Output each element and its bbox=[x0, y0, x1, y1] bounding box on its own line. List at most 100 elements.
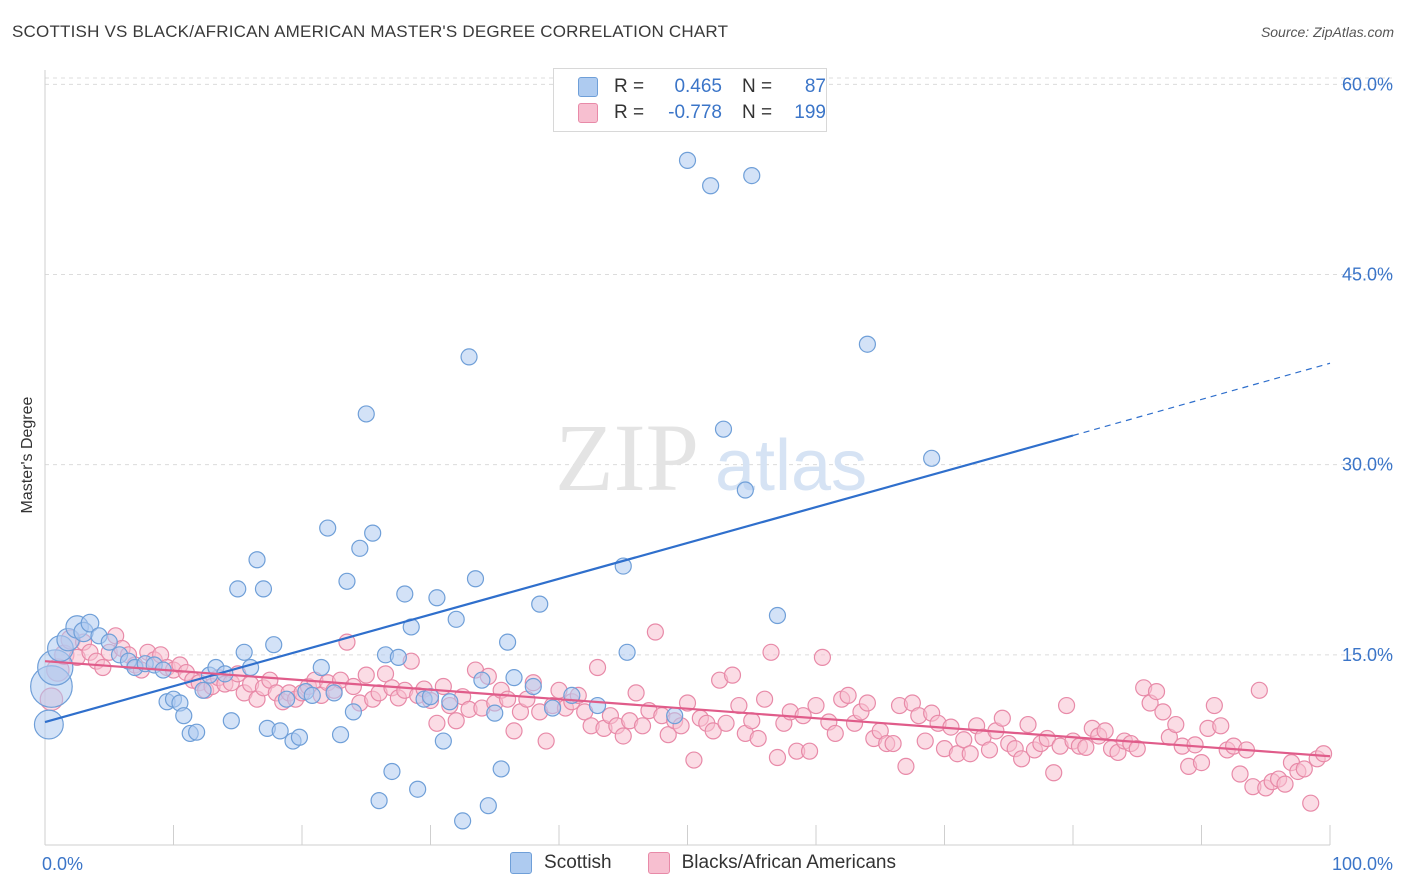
data-point bbox=[916, 732, 934, 750]
data-point bbox=[685, 751, 703, 769]
data-point bbox=[364, 524, 382, 542]
legend-n-label: N = bbox=[742, 102, 773, 123]
data-point bbox=[755, 690, 774, 708]
data-point bbox=[1276, 775, 1294, 793]
data-point bbox=[961, 745, 979, 763]
data-point bbox=[351, 539, 369, 557]
legend-item-black[interactable]: Blacks/African Americans bbox=[647, 852, 896, 874]
data-point bbox=[1096, 722, 1114, 740]
data-point bbox=[486, 704, 504, 722]
watermark: ZIP atlas bbox=[555, 404, 867, 511]
data-point bbox=[265, 636, 283, 654]
data-point bbox=[1302, 794, 1320, 812]
data-point bbox=[325, 684, 343, 702]
legend-swatch-scottish bbox=[578, 77, 598, 97]
data-point bbox=[813, 648, 832, 666]
legend-r-value: -0.778 bbox=[668, 102, 722, 123]
data-point bbox=[441, 693, 459, 711]
data-point bbox=[1205, 696, 1223, 715]
stats-legend: R = 0.465 N = 87 R = -0.778 N = 199 bbox=[553, 68, 827, 132]
data-point bbox=[1012, 750, 1031, 768]
data-point bbox=[466, 570, 485, 588]
data-point bbox=[537, 732, 555, 750]
data-point bbox=[1019, 715, 1037, 734]
data-point bbox=[1128, 740, 1146, 758]
data-point bbox=[614, 727, 632, 745]
y-tick-label: 15.0% bbox=[1342, 645, 1393, 665]
data-point bbox=[858, 335, 877, 353]
y-tick-label: 45.0% bbox=[1342, 264, 1393, 284]
data-point bbox=[543, 699, 562, 717]
legend-item-scottish[interactable]: Scottish bbox=[510, 852, 612, 874]
data-point bbox=[826, 724, 844, 743]
data-point bbox=[807, 696, 825, 715]
series-scottish bbox=[30, 151, 941, 830]
data-point bbox=[33, 709, 64, 740]
data-point bbox=[768, 748, 787, 767]
data-point bbox=[370, 792, 388, 810]
chart-title: SCOTTISH VS BLACK/AFRICAN AMERICAN MASTE… bbox=[12, 22, 729, 41]
legend-n-value: 199 bbox=[794, 102, 826, 123]
data-point bbox=[714, 420, 733, 438]
data-point bbox=[409, 780, 427, 798]
data-point bbox=[229, 580, 247, 598]
trend-line-black bbox=[44, 660, 1331, 758]
trend-lines bbox=[44, 362, 1331, 758]
data-point bbox=[271, 722, 289, 740]
data-point bbox=[743, 167, 761, 185]
data-point bbox=[428, 589, 446, 607]
data-point bbox=[175, 707, 193, 725]
x-tick-label: 0.0% bbox=[42, 854, 83, 874]
data-point bbox=[454, 812, 472, 830]
tick-labels: 15.0% 30.0% 45.0% 60.0% 0.0% 100.0% bbox=[42, 74, 1393, 874]
data-point bbox=[723, 666, 742, 684]
legend-label: Scottish bbox=[544, 852, 612, 873]
data-point bbox=[505, 669, 523, 687]
data-point bbox=[357, 405, 375, 423]
data-point bbox=[194, 681, 212, 699]
y-axis-label: Master's Degree bbox=[19, 396, 36, 514]
data-point bbox=[242, 658, 260, 677]
data-point bbox=[1314, 745, 1333, 763]
data-point bbox=[858, 694, 877, 712]
y-tick-label: 60.0% bbox=[1342, 74, 1393, 94]
data-point bbox=[357, 666, 375, 684]
data-point bbox=[993, 709, 1011, 727]
series-legend: Scottish Blacks/African Americans bbox=[0, 852, 1406, 874]
data-point bbox=[702, 177, 720, 195]
legend-r-label: R = bbox=[614, 76, 645, 97]
data-point bbox=[704, 722, 722, 740]
data-point bbox=[955, 731, 973, 749]
legend-label: Blacks/African Americans bbox=[681, 852, 896, 873]
data-point bbox=[434, 732, 452, 750]
data-point bbox=[235, 643, 253, 661]
legend-r-label: R = bbox=[614, 102, 645, 123]
data-point bbox=[678, 151, 697, 169]
legend-row-black: R = -0.778 N = 199 bbox=[578, 100, 826, 126]
data-point bbox=[646, 623, 664, 641]
data-point bbox=[505, 722, 523, 740]
data-point bbox=[1295, 760, 1313, 778]
data-point bbox=[633, 717, 652, 735]
data-point bbox=[618, 643, 636, 661]
data-point bbox=[666, 707, 684, 725]
legend-swatch-black bbox=[578, 103, 598, 123]
data-point bbox=[749, 729, 767, 748]
data-point bbox=[1045, 764, 1063, 782]
data-point bbox=[383, 762, 401, 781]
data-point bbox=[717, 714, 735, 732]
data-point bbox=[396, 585, 414, 603]
data-point bbox=[1231, 765, 1249, 783]
data-point bbox=[428, 714, 446, 732]
data-point bbox=[338, 572, 356, 590]
data-point bbox=[1250, 681, 1268, 699]
data-point bbox=[344, 703, 362, 721]
data-point bbox=[479, 797, 497, 815]
data-point bbox=[312, 658, 330, 677]
data-point bbox=[277, 690, 296, 708]
data-point bbox=[1192, 753, 1211, 772]
data-point bbox=[254, 580, 273, 598]
data-point bbox=[460, 348, 478, 366]
trend-extension-scottish bbox=[1072, 362, 1331, 437]
